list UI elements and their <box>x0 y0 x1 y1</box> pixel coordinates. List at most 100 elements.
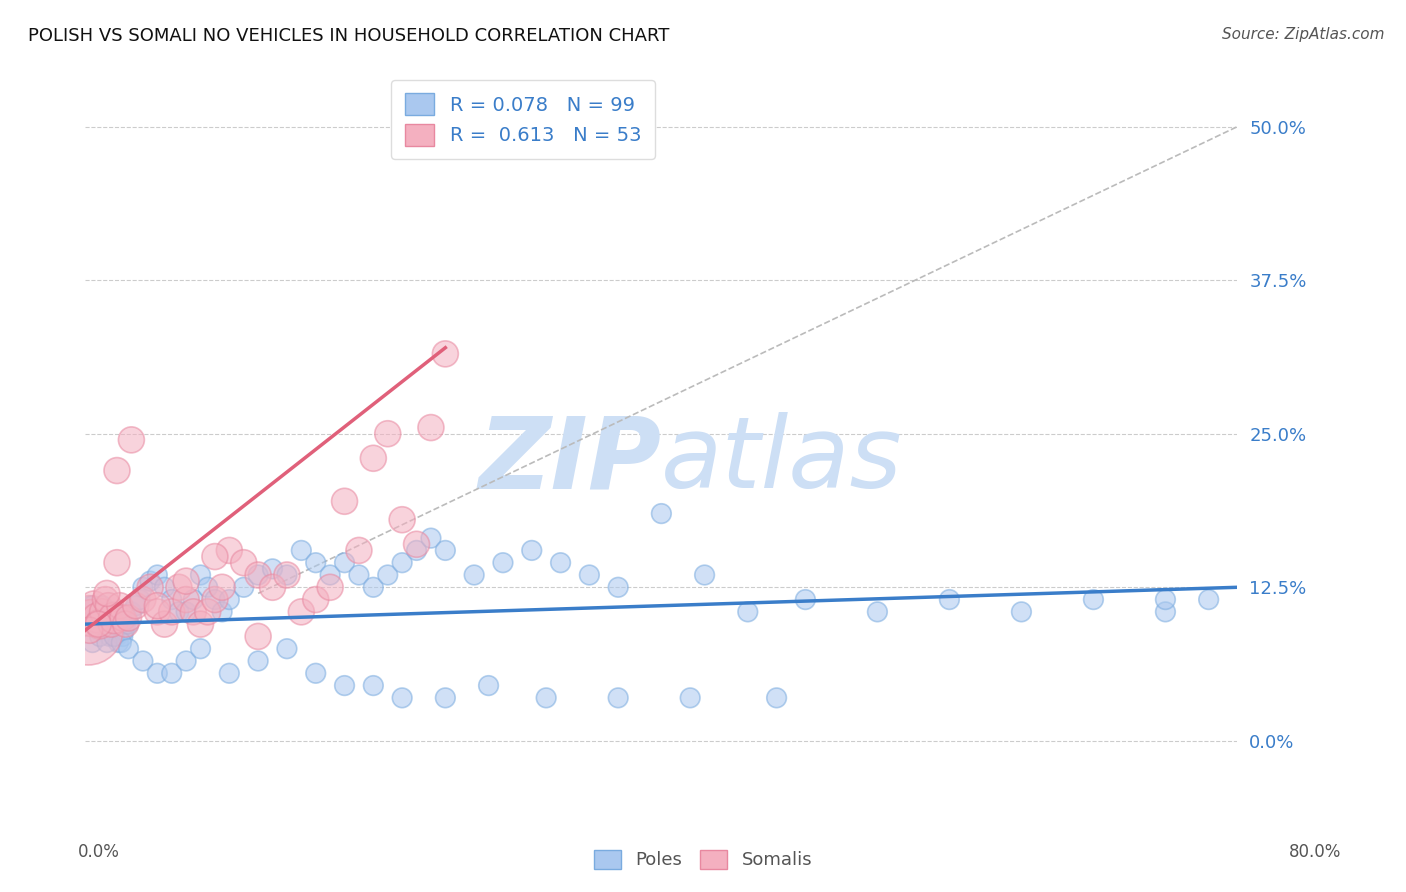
Point <box>420 420 443 434</box>
Point <box>319 568 342 582</box>
Point <box>117 611 139 625</box>
Point <box>117 641 139 656</box>
Point <box>420 531 443 545</box>
Point <box>79 624 101 638</box>
Point <box>607 580 630 594</box>
Point <box>204 592 226 607</box>
Point <box>434 543 457 558</box>
Point <box>333 556 356 570</box>
Point <box>534 690 557 705</box>
Point <box>77 624 100 638</box>
Point <box>737 605 759 619</box>
Point <box>79 605 101 619</box>
Point <box>1154 592 1177 607</box>
Point <box>110 617 132 632</box>
Point <box>463 568 485 582</box>
Point <box>290 543 312 558</box>
Point <box>204 549 226 564</box>
Point <box>94 592 117 607</box>
Point <box>363 451 385 466</box>
Point <box>181 605 204 619</box>
Point <box>190 641 212 656</box>
Point <box>391 690 413 705</box>
Point <box>84 617 107 632</box>
Point <box>129 592 152 607</box>
Point <box>146 599 169 613</box>
Point <box>96 635 118 649</box>
Point <box>146 605 169 619</box>
Point <box>607 690 630 705</box>
Point <box>333 679 356 693</box>
Point <box>550 556 572 570</box>
Point <box>305 592 328 607</box>
Point <box>391 513 413 527</box>
Point <box>1083 592 1105 607</box>
Point <box>98 629 121 643</box>
Point <box>232 556 254 570</box>
Point <box>391 556 413 570</box>
Text: 0.0%: 0.0% <box>77 843 120 861</box>
Point <box>262 580 284 594</box>
Point <box>1010 605 1032 619</box>
Point <box>174 605 197 619</box>
Point <box>347 543 370 558</box>
Point <box>405 537 427 551</box>
Point <box>276 568 298 582</box>
Point <box>377 568 399 582</box>
Point <box>866 605 889 619</box>
Point <box>363 580 385 594</box>
Point <box>105 629 128 643</box>
Point <box>160 592 183 607</box>
Point <box>87 617 110 632</box>
Point <box>276 641 298 656</box>
Point <box>125 599 148 613</box>
Point <box>1154 605 1177 619</box>
Point <box>276 568 298 582</box>
Point <box>247 568 270 582</box>
Point <box>197 605 219 619</box>
Point <box>97 599 120 613</box>
Point <box>247 654 270 668</box>
Text: ZIP: ZIP <box>478 412 661 509</box>
Point <box>132 580 155 594</box>
Point <box>146 568 169 582</box>
Point <box>333 494 356 508</box>
Point <box>89 617 111 632</box>
Point <box>174 654 197 668</box>
Point <box>108 599 131 613</box>
Point <box>377 426 399 441</box>
Point <box>405 543 427 558</box>
Point <box>139 580 162 594</box>
Point <box>105 464 128 478</box>
Point <box>89 617 111 632</box>
Point <box>90 611 112 625</box>
Text: atlas: atlas <box>661 412 903 509</box>
Point <box>105 556 128 570</box>
Point <box>247 629 270 643</box>
Point <box>218 543 240 558</box>
Point <box>111 611 134 625</box>
Legend: R = 0.078   N = 99, R =  0.613   N = 53: R = 0.078 N = 99, R = 0.613 N = 53 <box>391 79 655 159</box>
Point <box>492 556 515 570</box>
Point <box>103 629 125 643</box>
Point <box>232 580 254 594</box>
Point <box>103 611 125 625</box>
Point <box>132 592 155 607</box>
Point <box>139 574 162 589</box>
Point <box>107 635 129 649</box>
Point <box>120 433 142 447</box>
Point <box>218 666 240 681</box>
Point <box>520 543 543 558</box>
Point <box>434 347 457 361</box>
Point <box>153 580 176 594</box>
Point <box>111 629 134 643</box>
Point <box>434 690 457 705</box>
Point <box>89 629 111 643</box>
Point <box>91 599 114 613</box>
Point <box>100 617 122 632</box>
Point <box>218 592 240 607</box>
Point <box>167 580 190 594</box>
Point <box>174 574 197 589</box>
Point <box>650 507 672 521</box>
Point <box>679 690 702 705</box>
